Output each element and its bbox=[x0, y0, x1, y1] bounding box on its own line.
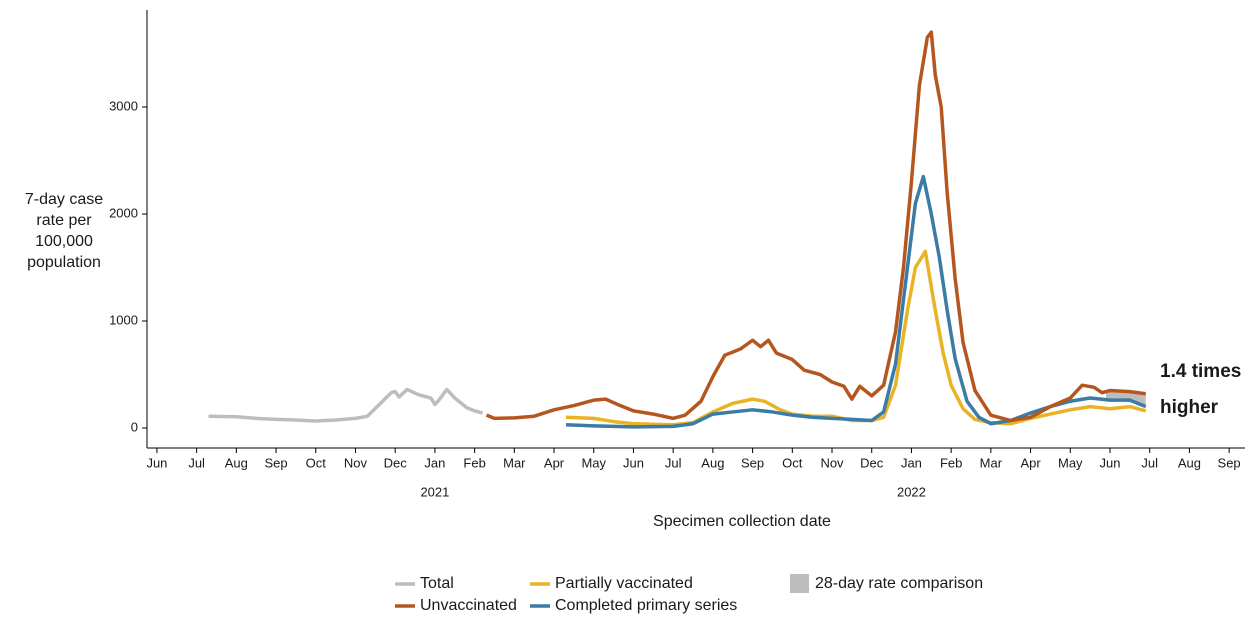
legend-label: 28-day rate comparison bbox=[815, 575, 983, 592]
legend-swatch bbox=[790, 574, 809, 593]
x-tick-label: Apr bbox=[1020, 455, 1041, 470]
x-tick-label: Jun bbox=[146, 455, 167, 470]
x-tick-label: Jun bbox=[623, 455, 644, 470]
x-tick-label: Jul bbox=[665, 455, 682, 470]
x-tick-label: Mar bbox=[503, 455, 526, 470]
x-tick-label: Feb bbox=[940, 455, 962, 470]
legend-label: Total bbox=[420, 575, 454, 592]
x-tick-label: Apr bbox=[544, 455, 565, 470]
x-tick-label: Dec bbox=[860, 455, 884, 470]
x-tick-label: Sep bbox=[741, 455, 764, 470]
x-tick-label: Aug bbox=[1178, 455, 1201, 470]
legend-label: Unvaccinated bbox=[420, 597, 517, 614]
x-tick-label: May bbox=[581, 455, 606, 470]
y-tick-label: 3000 bbox=[109, 98, 138, 113]
x-tick-label: Oct bbox=[782, 455, 803, 470]
y-tick-label: 2000 bbox=[109, 205, 138, 220]
x-tick-label: Jun bbox=[1099, 455, 1120, 470]
x-tick-label: Nov bbox=[344, 455, 368, 470]
series-line bbox=[565, 174, 1147, 429]
x-tick-label: Sep bbox=[264, 455, 287, 470]
x-tick-label: Sep bbox=[1218, 455, 1241, 470]
x-tick-label: May bbox=[1058, 455, 1083, 470]
y-axis-label: rate per bbox=[36, 212, 92, 229]
annotation: 1.4 times bbox=[1160, 361, 1241, 382]
series-line bbox=[485, 30, 1146, 423]
x-tick-label: Aug bbox=[701, 455, 724, 470]
x-tick-label: Feb bbox=[463, 455, 485, 470]
x-tick-label: Jul bbox=[188, 455, 205, 470]
y-axis-label: 100,000 bbox=[35, 233, 93, 250]
year-label: 2021 bbox=[420, 484, 449, 499]
x-tick-label: Mar bbox=[980, 455, 1003, 470]
series-line bbox=[208, 387, 484, 423]
annotation: higher bbox=[1160, 397, 1219, 418]
y-axis-label: population bbox=[27, 254, 101, 271]
x-tick-label: Nov bbox=[820, 455, 844, 470]
x-axis-label: Specimen collection date bbox=[653, 513, 831, 530]
legend-label: Partially vaccinated bbox=[555, 575, 693, 592]
x-tick-label: Oct bbox=[306, 455, 327, 470]
x-tick-label: Jul bbox=[1141, 455, 1158, 470]
y-axis-label: 7-day case bbox=[25, 191, 103, 208]
year-label: 2022 bbox=[897, 484, 926, 499]
x-tick-label: Dec bbox=[384, 455, 408, 470]
x-tick-label: Jan bbox=[424, 455, 445, 470]
series-line bbox=[565, 249, 1147, 427]
legend-label: Completed primary series bbox=[555, 597, 737, 614]
x-tick-label: Aug bbox=[225, 455, 248, 470]
y-tick-label: 0 bbox=[131, 419, 138, 434]
y-tick-label: 1000 bbox=[109, 312, 138, 327]
x-tick-label: Jan bbox=[901, 455, 922, 470]
